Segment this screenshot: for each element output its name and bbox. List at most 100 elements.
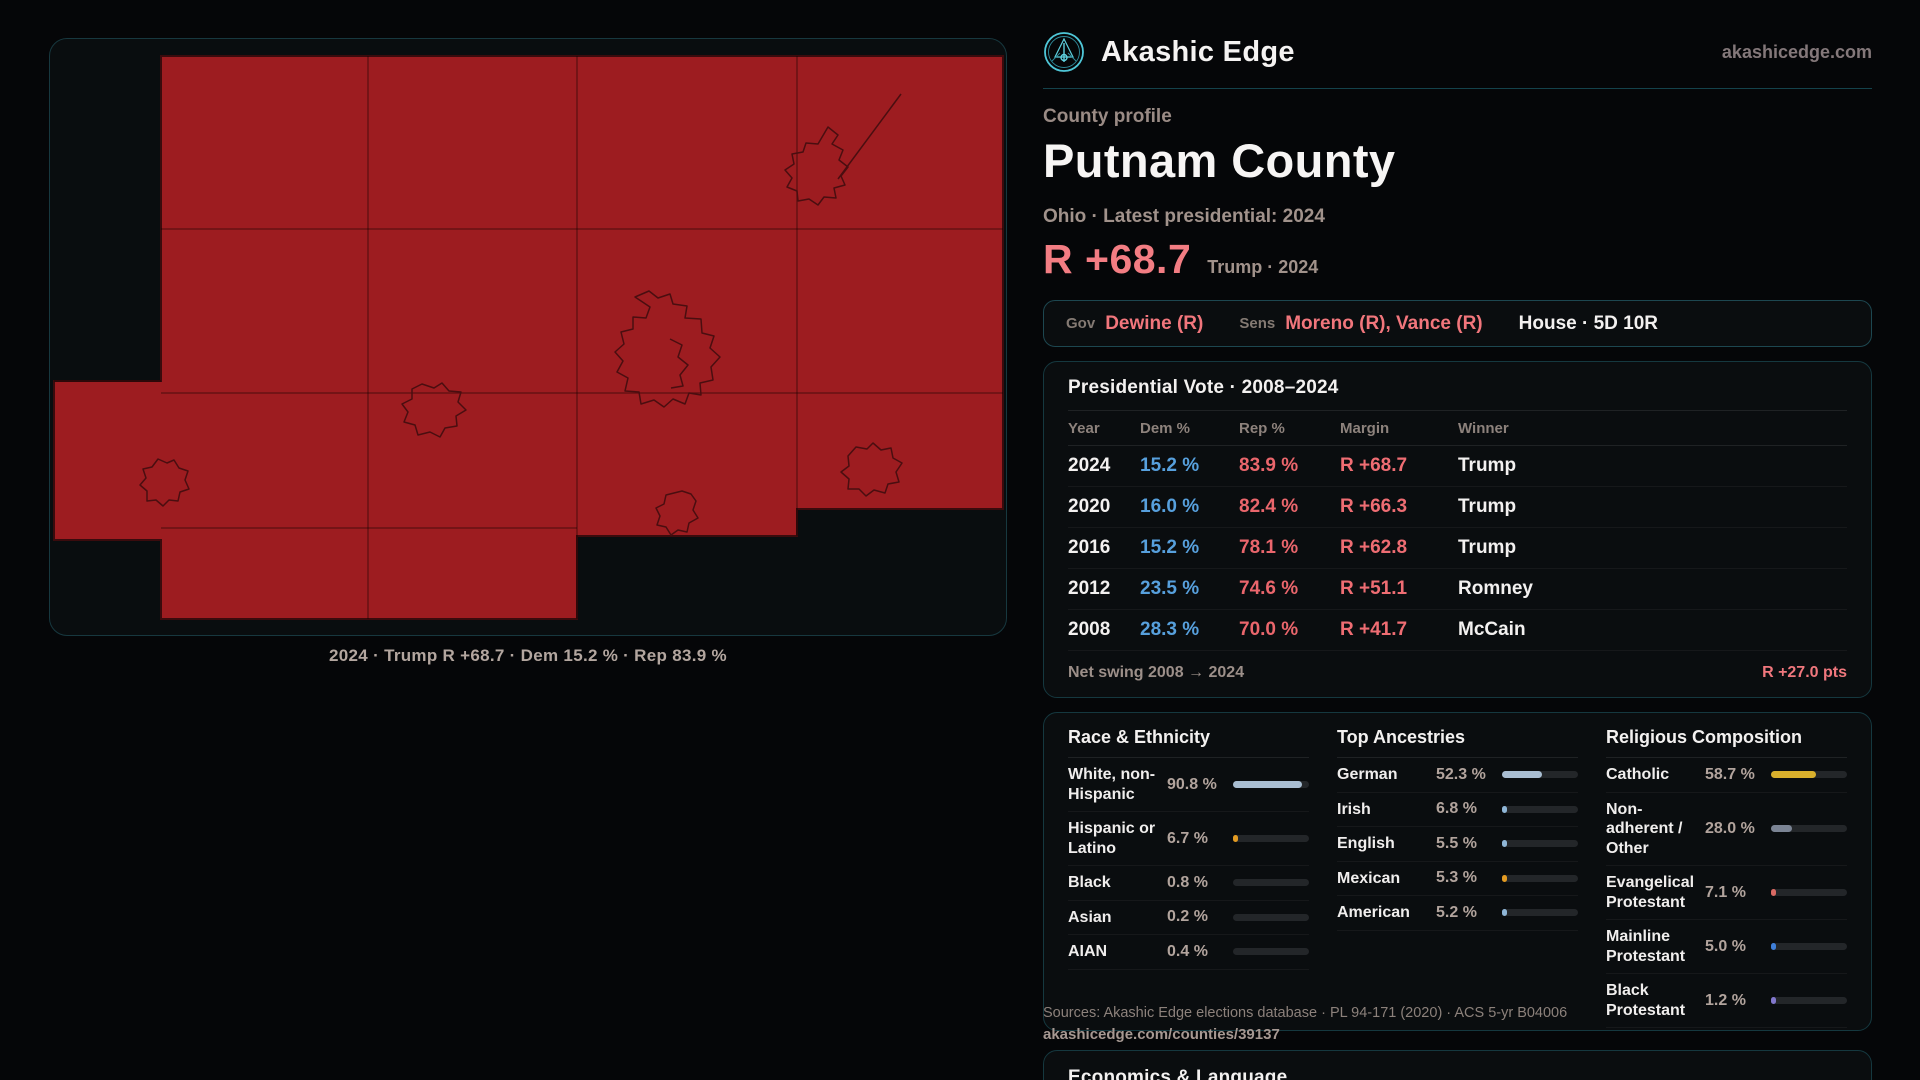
- percent-bar: [1233, 913, 1309, 921]
- cell-dem: 15.2 %: [1140, 537, 1200, 558]
- demo-label: Hispanic or Latino: [1068, 820, 1156, 857]
- cell-margin: R +68.7: [1340, 455, 1408, 476]
- col-winner: Winner: [1458, 420, 1509, 437]
- demo-value: 0.2 %: [1167, 908, 1208, 926]
- cell-dem: 28.3 %: [1140, 619, 1200, 640]
- cell-winner: Trump: [1458, 496, 1517, 517]
- county-map[interactable]: [50, 39, 1006, 635]
- demo-label: Catholic: [1606, 766, 1670, 783]
- municipal-boundaries: [139, 93, 903, 536]
- sens-label: Sens: [1239, 315, 1276, 332]
- demo-value: 6.7 %: [1167, 829, 1208, 847]
- col-year: Year: [1068, 420, 1100, 437]
- demo-value: 7.1 %: [1705, 883, 1746, 901]
- cell-rep: 78.1 %: [1239, 537, 1299, 558]
- net-swing-label: Net swing 2008 → 2024: [1068, 664, 1245, 681]
- demo-value: 52.3 %: [1436, 765, 1486, 783]
- sources-permalink[interactable]: akashicedge.com/counties/39137: [1043, 1026, 1280, 1043]
- list-item: AIAN 0.4 %: [1068, 935, 1309, 970]
- cell-dem: 16.0 %: [1140, 496, 1200, 517]
- list-item: Black Protestant 1.2 %: [1606, 974, 1847, 1029]
- list-item: Mexican 5.3 %: [1337, 862, 1578, 897]
- headline-margin-value: R +68.7: [1043, 236, 1192, 282]
- gov-value[interactable]: Dewine (R): [1105, 312, 1204, 334]
- demo-label: White, non-Hispanic: [1068, 766, 1156, 803]
- list-item: American 5.2 %: [1337, 896, 1578, 931]
- percent-bar: [1233, 879, 1309, 887]
- page-subtitle: Ohio · Latest presidential: 2024: [1043, 206, 1325, 227]
- col-rep: Rep %: [1239, 420, 1285, 437]
- cell-year: 2008: [1068, 619, 1111, 640]
- list-item: Black 0.8 %: [1068, 866, 1309, 901]
- presidential-vote-panel: Presidential Vote · 2008–2024 Year Dem %…: [1043, 361, 1872, 698]
- demo-value: 5.0 %: [1705, 937, 1746, 955]
- cell-rep: 82.4 %: [1239, 496, 1299, 517]
- cell-margin: R +62.8: [1340, 537, 1408, 558]
- cell-winner: Romney: [1458, 578, 1533, 599]
- percent-bar: [1502, 840, 1578, 848]
- vote-table-title: Presidential Vote · 2008–2024: [1068, 377, 1847, 411]
- brand-domain[interactable]: akashicedge.com: [1721, 41, 1872, 62]
- sens-value[interactable]: Moreno (R), Vance (R): [1285, 312, 1483, 334]
- cell-dem: 23.5 %: [1140, 578, 1200, 599]
- percent-bar: [1233, 948, 1309, 956]
- gov-label: Gov: [1066, 315, 1096, 332]
- religious-composition-title: Religious Composition: [1606, 727, 1847, 758]
- net-swing-value: R +27.0 pts: [1762, 664, 1847, 681]
- cell-year: 2012: [1068, 578, 1111, 599]
- demo-label: Evangelical Protestant: [1606, 874, 1695, 911]
- demographics-panel: Race & Ethnicity White, non-Hispanic 90.…: [1043, 712, 1872, 1031]
- demo-label: Black Protestant: [1606, 982, 1686, 1019]
- demo-value: 90.8 %: [1167, 775, 1217, 793]
- list-item: German 52.3 %: [1337, 758, 1578, 793]
- list-item: Evangelical Protestant 7.1 %: [1606, 866, 1847, 921]
- list-item: Hispanic or Latino 6.7 %: [1068, 812, 1309, 867]
- percent-bar: [1771, 825, 1847, 833]
- demo-value: 5.5 %: [1436, 834, 1477, 852]
- col-dem: Dem %: [1140, 420, 1191, 437]
- page-title: Putnam County: [1043, 134, 1396, 187]
- brand-header: Akashic Edge akashicedge.com: [1043, 30, 1872, 74]
- headline-margin-context: Trump · 2024: [1207, 257, 1319, 277]
- race-ethnicity-column: Race & Ethnicity White, non-Hispanic 90.…: [1068, 727, 1309, 1028]
- percent-bar: [1502, 909, 1578, 917]
- table-row[interactable]: 2016 15.2 % 78.1 % R +62.8 Trump: [1068, 528, 1847, 569]
- demo-label: AIAN: [1068, 943, 1108, 961]
- percent-bar: [1502, 805, 1578, 813]
- county-profile-eyebrow: County profile: [1043, 106, 1172, 127]
- demo-label: Non-adherent / Other: [1606, 800, 1683, 857]
- cell-year: 2020: [1068, 496, 1111, 517]
- demo-label: Mexican: [1337, 869, 1401, 887]
- table-row[interactable]: 2020 16.0 % 82.4 % R +66.3 Trump: [1068, 487, 1847, 528]
- demo-label: Irish: [1337, 800, 1371, 818]
- cell-dem: 15.2 %: [1140, 455, 1200, 476]
- demo-label: American: [1337, 904, 1410, 922]
- cell-rep: 74.6 %: [1239, 578, 1299, 599]
- economics-language-title: Economics & Language: [1068, 1067, 1288, 1080]
- house-value: House · 5D 10R: [1518, 312, 1659, 334]
- table-row[interactable]: 2012 23.5 % 74.6 % R +51.1 Romney: [1068, 569, 1847, 610]
- cell-margin: R +41.7: [1340, 619, 1408, 640]
- list-item: Asian 0.2 %: [1068, 901, 1309, 936]
- economics-language-panel: Economics & Language: [1043, 1050, 1872, 1080]
- table-row[interactable]: 2024 15.2 % 83.9 % R +68.7 Trump: [1068, 446, 1847, 487]
- brand-name: Akashic Edge: [1101, 35, 1295, 68]
- demo-value: 28.0 %: [1705, 819, 1755, 837]
- religious-composition-column: Religious Composition Catholic 58.7 % No…: [1606, 727, 1847, 1029]
- sources-line: Sources: Akashic Edge elections database…: [1043, 1005, 1568, 1021]
- table-row[interactable]: 2008 28.3 % 70.0 % R +41.7 McCain: [1068, 610, 1847, 651]
- akashic-emblem-icon: [1044, 32, 1084, 72]
- percent-bar: [1771, 997, 1847, 1005]
- percent-bar: [1771, 889, 1847, 897]
- cell-winner: McCain: [1458, 619, 1526, 640]
- demo-label: Mainline Protestant: [1606, 928, 1686, 965]
- demo-label: Asian: [1068, 908, 1112, 926]
- township-grid: [54, 56, 1003, 619]
- percent-bar: [1233, 781, 1309, 789]
- net-swing-row: Net swing 2008 → 2024 R +27.0 pts: [1068, 651, 1847, 682]
- demo-value: 0.8 %: [1167, 873, 1208, 891]
- percent-bar: [1771, 771, 1847, 779]
- percent-bar: [1502, 874, 1578, 882]
- list-item: Non-adherent / Other 28.0 %: [1606, 793, 1847, 867]
- demo-value: 5.3 %: [1436, 869, 1477, 887]
